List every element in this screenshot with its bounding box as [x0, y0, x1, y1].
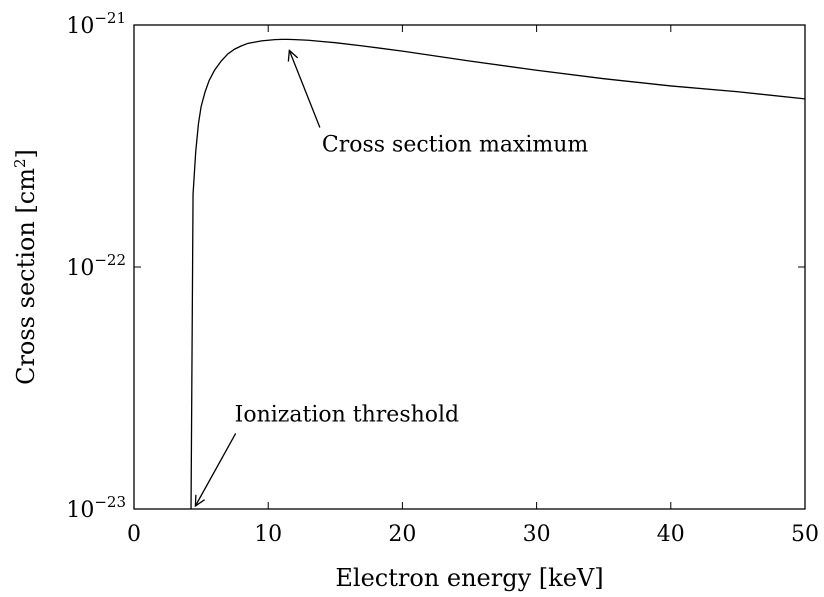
- cross-section-curve: [190, 38, 806, 510]
- plot-area: [134, 25, 805, 509]
- y-tick-label: 10−21: [66, 9, 126, 39]
- ionization-threshold-arrow: [195, 433, 237, 506]
- x-tick-label: 10: [254, 522, 282, 547]
- ionization-threshold-annotation: Ionization threshold: [235, 402, 460, 427]
- x-tick-label: 0: [127, 522, 141, 547]
- cross-section-maximum-annotation: Cross section maximum: [322, 133, 589, 158]
- x-axis-label: Electron energy [keV]: [335, 564, 603, 592]
- plot-frame: [133, 24, 806, 510]
- y-tick-label: 10−22: [66, 251, 126, 281]
- cross-section-maximum-arrow: [289, 50, 321, 128]
- x-tick-label: 40: [657, 522, 685, 547]
- x-tick-label: 30: [523, 522, 551, 547]
- y-axis-label: Cross section [cm2]: [11, 149, 40, 385]
- x-tick-label: 50: [791, 522, 819, 547]
- x-tick-label: 20: [388, 522, 416, 547]
- y-tick-label: 10−23: [66, 493, 126, 523]
